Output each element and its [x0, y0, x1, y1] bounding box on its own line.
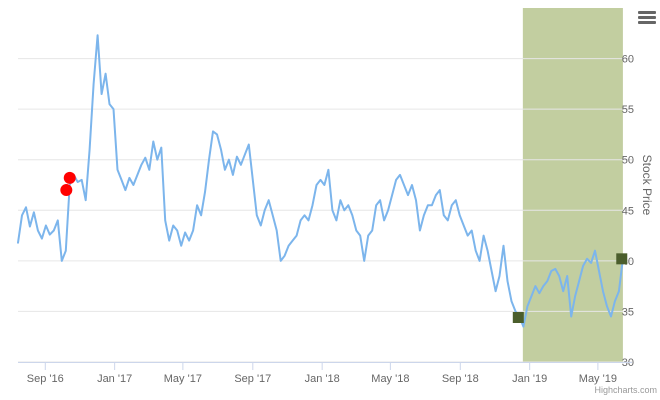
- y-axis-title: Stock Price: [640, 155, 654, 216]
- hamburger-menu-icon-bar-3: [638, 21, 656, 24]
- x-tick-label: Sep '17: [234, 373, 271, 385]
- y-tick-label: 35: [622, 306, 634, 318]
- chart-menu-button[interactable]: [638, 11, 656, 24]
- credits-link[interactable]: Highcharts.com: [594, 385, 657, 395]
- hamburger-menu-icon-bar-2: [638, 16, 656, 19]
- y-tick-label: 45: [622, 205, 634, 217]
- event-marker-square: [616, 253, 628, 265]
- x-tick-label: Jan '19: [512, 373, 547, 385]
- price-series: [17, 34, 624, 328]
- markers: [60, 171, 628, 323]
- x-tick-label: Sep '16: [27, 373, 64, 385]
- x-tick-label: May '18: [371, 373, 409, 385]
- event-marker-circle: [63, 171, 76, 184]
- price-line: [17, 34, 624, 328]
- event-marker-circle: [60, 184, 73, 197]
- x-tick-label: Jan '17: [97, 373, 132, 385]
- event-marker-square: [512, 311, 524, 323]
- y-tick-label: 50: [622, 155, 634, 167]
- x-tick-label: May '19: [579, 373, 617, 385]
- x-tick-label: May '17: [164, 373, 202, 385]
- x-tick-label: Jan '18: [305, 373, 340, 385]
- hamburger-menu-icon-bar-1: [638, 11, 656, 14]
- x-tick-label: Sep '18: [442, 373, 479, 385]
- y-tick-label: 55: [622, 104, 634, 116]
- y-tick-label: 60: [622, 54, 634, 66]
